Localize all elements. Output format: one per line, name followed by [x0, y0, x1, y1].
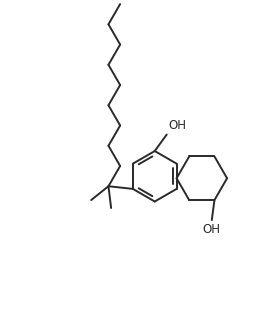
Text: OH: OH	[203, 223, 221, 236]
Text: OH: OH	[169, 119, 187, 132]
